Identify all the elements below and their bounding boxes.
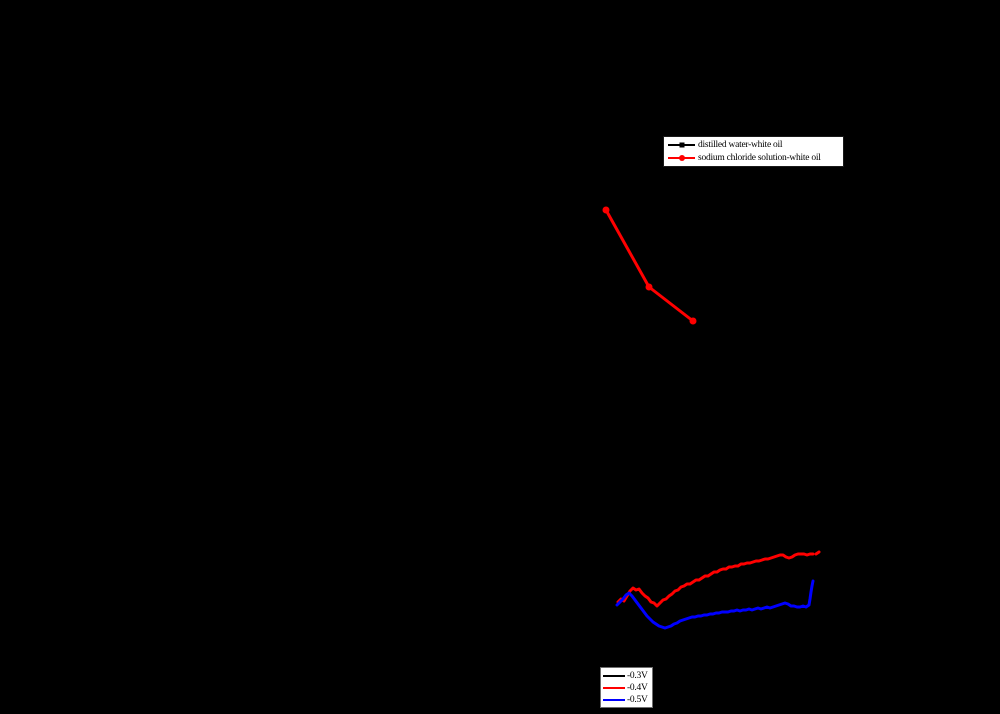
line-swatch-icon xyxy=(603,698,625,701)
legend-item-voltage-03: -0.3V xyxy=(603,670,650,682)
circle-marker-icon xyxy=(678,155,685,161)
legend-label: -0.5V xyxy=(627,694,648,705)
legend-label: distilled water-white oil xyxy=(698,139,783,150)
square-marker-icon xyxy=(679,142,684,148)
legend-item-distilled-water: distilled water-white oil xyxy=(668,139,839,152)
legend-label: sodium chloride solution-white oil xyxy=(698,152,821,163)
legend-swatch xyxy=(668,154,695,163)
legend-bottom: -0.3V -0.4V -0.5V xyxy=(600,667,653,708)
legend-swatch xyxy=(603,671,625,680)
legend-swatch xyxy=(668,141,695,150)
line-swatch-icon xyxy=(603,686,625,689)
legend-item-voltage-05: -0.5V xyxy=(603,694,650,706)
legend-swatch xyxy=(603,695,625,704)
line-swatch-icon xyxy=(603,674,625,677)
legend-item-sodium-chloride: sodium chloride solution-white oil xyxy=(668,152,839,165)
legend-item-voltage-04: -0.4V xyxy=(603,682,650,694)
legend-label: -0.4V xyxy=(627,682,648,693)
legend-swatch xyxy=(603,683,625,692)
legend-label: -0.3V xyxy=(627,670,648,681)
legend-top: distilled water-white oil sodium chlorid… xyxy=(663,136,844,167)
